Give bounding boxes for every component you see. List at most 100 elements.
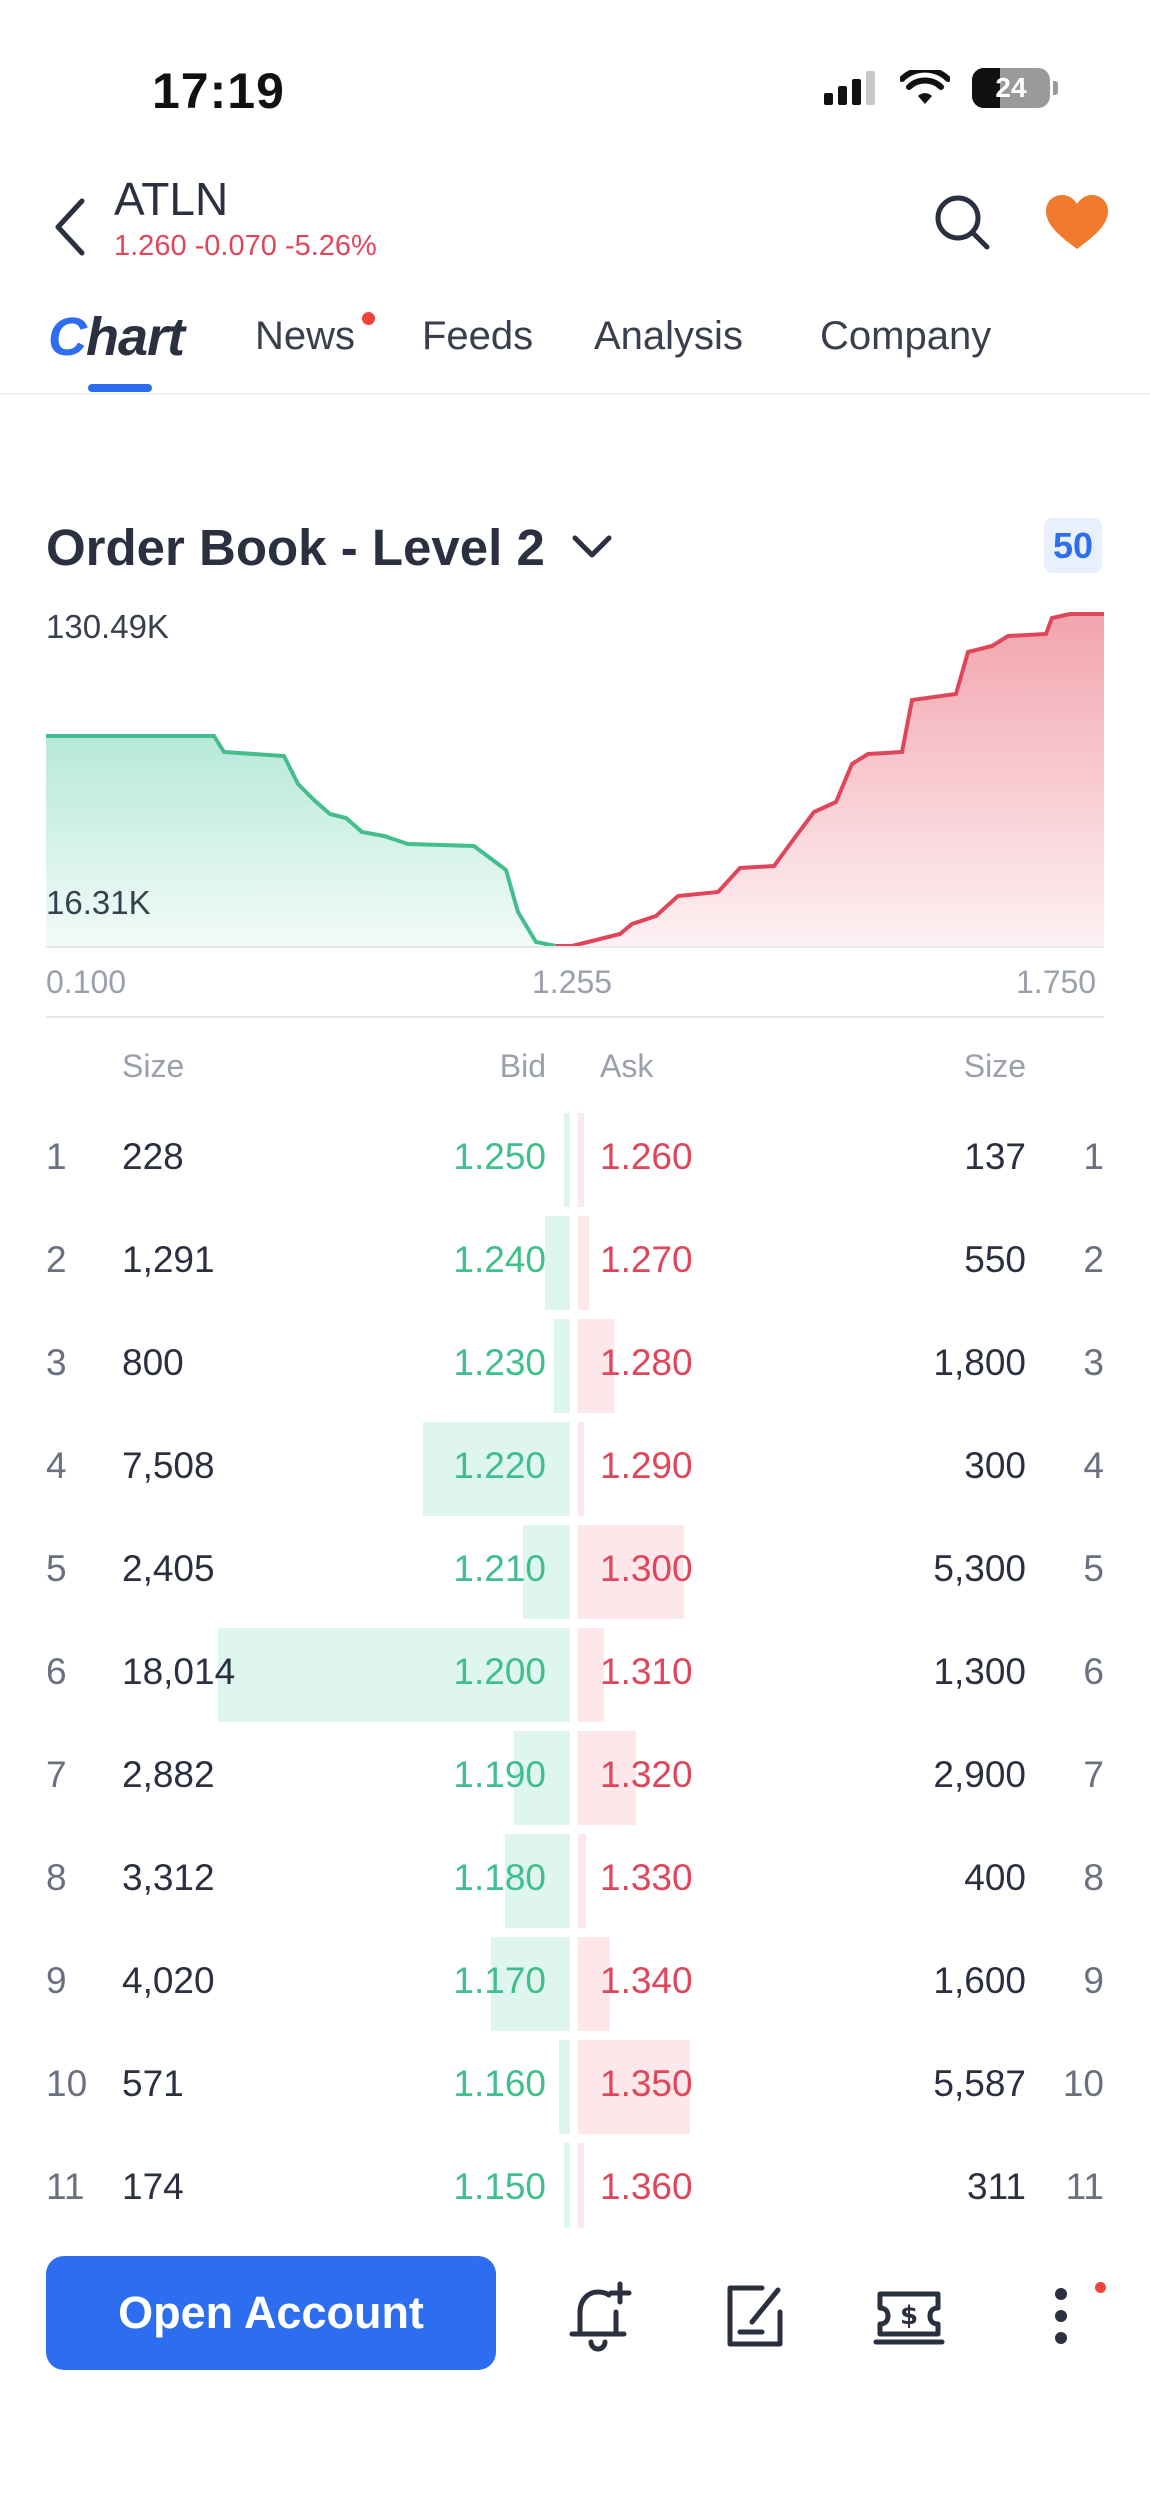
bid-size-bar — [491, 1937, 570, 2031]
tab-news[interactable]: News — [255, 314, 356, 358]
bid-rank: 1 — [46, 1136, 67, 1177]
bid-size-bar — [513, 1731, 570, 1825]
bid-size: 571 — [122, 2063, 184, 2104]
depth-level-badge[interactable]: 50 — [1044, 518, 1102, 573]
tab-feeds[interactable]: Feeds — [422, 314, 534, 358]
more-vertical-icon — [1055, 2288, 1067, 2344]
order-book-row[interactable]: 5 2,405 1.210 1.300 5,300 5 — [0, 1520, 1150, 1623]
ask-rank: 2 — [1083, 1239, 1104, 1280]
ask-rank: 4 — [1083, 1445, 1104, 1486]
bid-size: 800 — [122, 1342, 184, 1383]
ask-price: 1.280 — [600, 1342, 693, 1383]
ask-size-bar — [578, 2040, 690, 2134]
ask-size: 5,587 — [933, 2063, 1026, 2104]
ask-size-bar — [578, 1628, 605, 1722]
note-button[interactable] — [710, 2266, 800, 2366]
bid-price: 1.160 — [453, 2063, 546, 2104]
back-button[interactable] — [40, 182, 100, 272]
ask-size-bar — [578, 1216, 590, 1310]
svg-text:$: $ — [900, 2301, 918, 2331]
bid-rank: 10 — [46, 2063, 88, 2104]
ask-size: 550 — [964, 1239, 1026, 1280]
order-book-selector[interactable]: Order Book - Level 2 — [46, 512, 613, 582]
bid-rank: 3 — [46, 1342, 67, 1383]
order-book-table: 1 228 1.250 1.260 137 1 2 1,291 1.240 1.270 550 2 3 8… — [0, 1108, 1150, 2237]
tab-analysis[interactable]: Analysis — [594, 314, 743, 358]
order-book-row[interactable]: 11 174 1.150 1.360 311 11 — [0, 2138, 1150, 2241]
bid-size: 1,291 — [122, 1239, 215, 1280]
order-book-row[interactable]: 9 4,020 1.170 1.340 1,600 9 — [0, 1932, 1150, 2035]
ask-price: 1.310 — [600, 1651, 693, 1692]
bid-depth-area — [46, 736, 556, 946]
ask-size-bar — [578, 1937, 611, 2031]
x-tick-mid: 1.255 — [532, 964, 613, 1000]
ask-rank: 6 — [1083, 1651, 1104, 1692]
ask-rank: 8 — [1083, 1857, 1104, 1898]
bid-rank: 8 — [46, 1857, 67, 1898]
favorite-button[interactable] — [1040, 185, 1114, 259]
header-ask-size: Size — [963, 1048, 1026, 1084]
ask-price: 1.270 — [600, 1239, 693, 1280]
order-book-row[interactable]: 3 800 1.230 1.280 1,800 3 — [0, 1314, 1150, 1417]
tab-chart[interactable]: Chart — [48, 306, 185, 368]
order-book-row[interactable]: 6 18,014 1.200 1.310 1,300 6 — [0, 1623, 1150, 1726]
bid-rank: 7 — [46, 1754, 67, 1795]
wifi-icon — [900, 70, 950, 104]
open-account-button[interactable]: Open Account — [46, 2256, 496, 2370]
tab-company[interactable]: Company — [820, 314, 992, 358]
ask-depth-line — [556, 612, 1104, 948]
bid-size: 228 — [122, 1136, 184, 1177]
order-book-row[interactable]: 2 1,291 1.240 1.270 550 2 — [0, 1211, 1150, 1314]
order-book-row[interactable]: 1 228 1.250 1.260 137 1 — [0, 1108, 1150, 1211]
bid-size-bar — [505, 1834, 570, 1928]
order-book-row[interactable]: 7 2,882 1.190 1.320 2,900 7 — [0, 1726, 1150, 1829]
price-alert-button[interactable] — [556, 2266, 646, 2366]
order-book-row[interactable]: 8 3,312 1.180 1.330 400 8 — [0, 1829, 1150, 1932]
bid-size: 18,014 — [122, 1651, 236, 1692]
x-tick-min: 0.100 — [46, 964, 127, 1000]
bid-rank: 5 — [46, 1548, 67, 1589]
bid-size: 3,312 — [122, 1857, 215, 1898]
tab-bar: Chart News Feeds Analysis Company — [0, 300, 1150, 395]
bid-price: 1.250 — [453, 1136, 546, 1177]
trade-button[interactable]: $ — [864, 2266, 954, 2366]
ask-size: 300 — [964, 1445, 1026, 1486]
chart-min-volume: 16.31K — [46, 884, 151, 921]
ask-size: 311 — [967, 2166, 1026, 2207]
more-button[interactable] — [1016, 2266, 1106, 2366]
bid-price: 1.150 — [453, 2166, 546, 2207]
ask-size-bar — [578, 1319, 615, 1413]
bid-price: 1.180 — [453, 1857, 546, 1898]
ask-size-bar — [578, 1525, 685, 1619]
ask-price: 1.260 — [600, 1136, 693, 1177]
bid-size-bar — [523, 1525, 570, 1619]
ask-size: 5,300 — [933, 1548, 1026, 1589]
bid-price: 1.190 — [453, 1754, 546, 1795]
bid-size-bar — [564, 2143, 570, 2237]
bid-price: 1.200 — [453, 1651, 546, 1692]
bid-rank: 9 — [46, 1960, 67, 2001]
ask-size: 1,800 — [933, 1342, 1026, 1383]
ask-size: 2,900 — [933, 1754, 1026, 1795]
ask-price: 1.300 — [600, 1548, 693, 1589]
bid-price: 1.230 — [453, 1342, 546, 1383]
search-button[interactable] — [930, 185, 994, 259]
status-bar: 17:19 24 — [0, 0, 1150, 180]
order-book-row[interactable]: 4 7,508 1.220 1.290 300 4 — [0, 1417, 1150, 1520]
bell-plus-icon — [569, 2281, 632, 2352]
bid-size: 174 — [122, 2166, 184, 2207]
ask-rank: 11 — [1065, 2166, 1104, 2207]
bid-size-bar — [558, 2040, 570, 2134]
tab-chart-c: C — [48, 307, 87, 367]
bid-rank: 6 — [46, 1651, 67, 1692]
ask-rank: 5 — [1083, 1548, 1104, 1589]
bid-size: 2,882 — [122, 1754, 215, 1795]
heart-icon — [1046, 195, 1108, 249]
header-ask: Ask — [600, 1048, 654, 1084]
bid-rank: 11 — [46, 2166, 85, 2207]
ask-price: 1.350 — [600, 2063, 693, 2104]
order-book-row[interactable]: 10 571 1.160 1.350 5,587 10 — [0, 2035, 1150, 2138]
bid-size-bar — [544, 1216, 570, 1310]
ask-price: 1.330 — [600, 1857, 693, 1898]
search-icon — [935, 195, 990, 250]
